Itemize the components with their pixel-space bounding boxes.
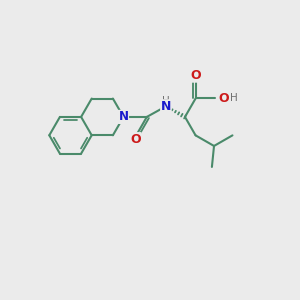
Text: H: H bbox=[230, 94, 238, 103]
Text: N: N bbox=[161, 100, 171, 113]
Text: O: O bbox=[190, 69, 201, 82]
Text: H: H bbox=[162, 96, 170, 106]
Text: O: O bbox=[130, 133, 141, 146]
Text: N: N bbox=[118, 110, 128, 123]
Text: O: O bbox=[218, 92, 229, 105]
